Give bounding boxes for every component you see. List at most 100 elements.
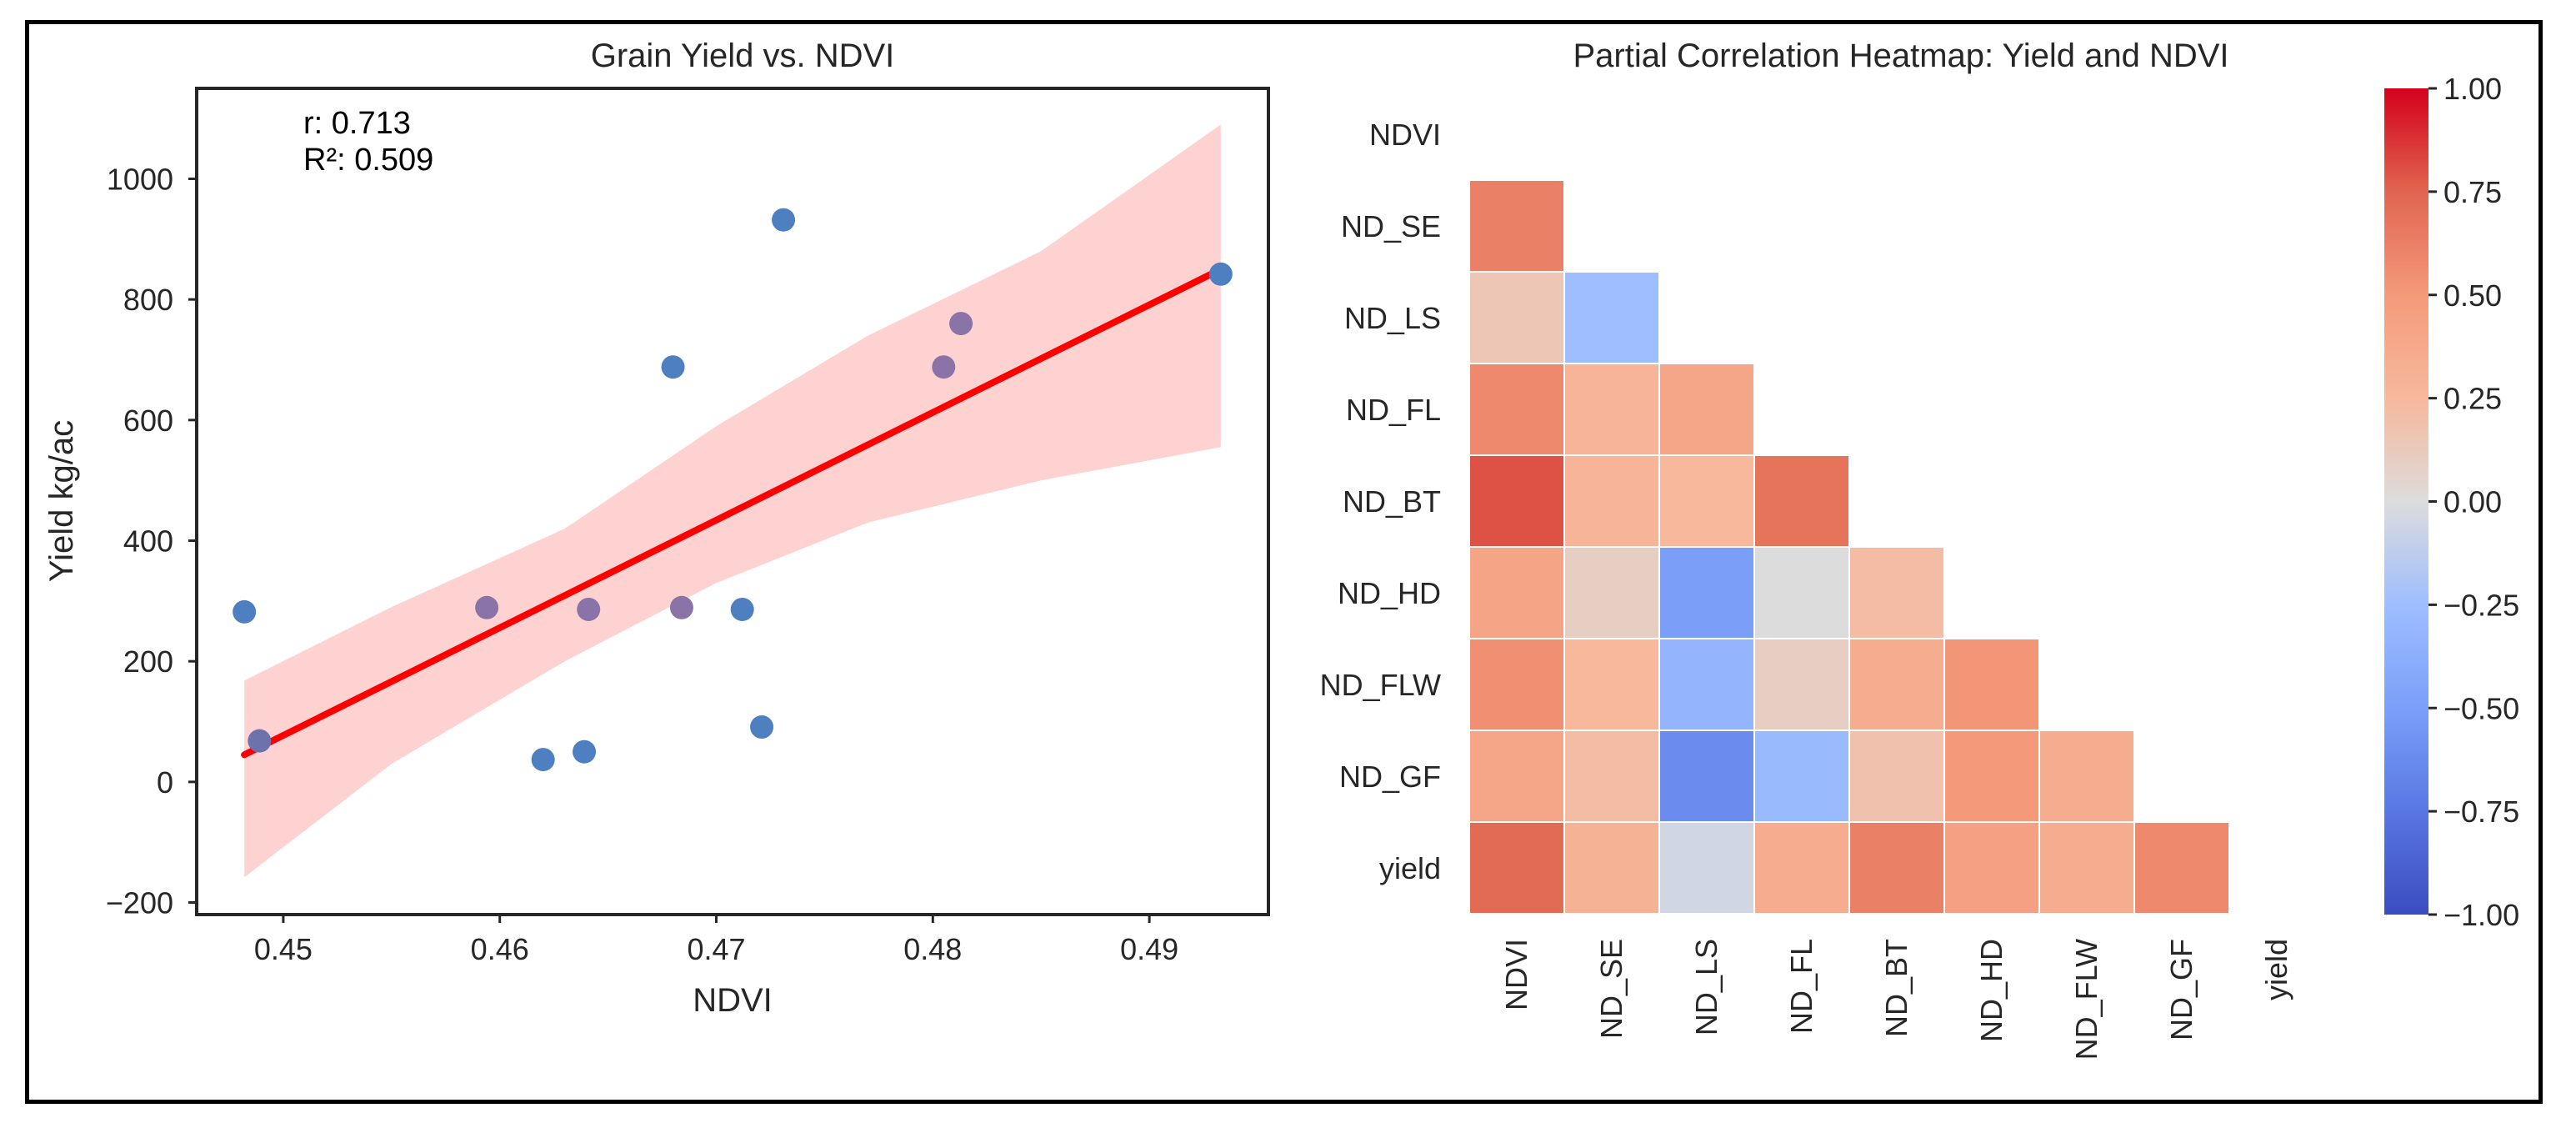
heatmap-cell	[1563, 729, 1660, 823]
heatmap-cell	[1848, 638, 1945, 731]
y-tick-label: 800	[123, 283, 173, 317]
heatmap-cell	[1468, 729, 1565, 823]
x-axis-ticks: 0.45 0.46 0.47 0.48 0.49	[254, 915, 1178, 966]
data-point	[932, 355, 956, 379]
colorbar-tick-label: −0.50	[2443, 691, 2519, 725]
scatter-title: Grain Yield vs. NDVI	[591, 38, 895, 74]
confidence-band	[244, 124, 1221, 878]
heatmap-cell	[1753, 638, 1850, 731]
heatmap-cell	[1753, 729, 1850, 823]
heatmap-row-label: ND_GF	[1339, 760, 1441, 794]
heatmap-row-label: NDVI	[1369, 118, 1441, 152]
figure-frame	[25, 20, 2543, 1104]
heatmap-cell	[1563, 821, 1660, 915]
data-point	[750, 715, 774, 739]
data-point	[949, 312, 973, 336]
heatmap-cell	[1468, 454, 1565, 548]
data-point	[772, 208, 796, 232]
colorbar-tick-label: 1.00	[2443, 72, 2502, 106]
x-axis-label: NDVI	[693, 982, 773, 1019]
colorbar-tick-label: 0.50	[2443, 278, 2502, 313]
heatmap-cell	[1468, 271, 1565, 364]
data-point	[1208, 262, 1233, 286]
heatmap-row-label: ND_BT	[1343, 484, 1441, 519]
heatmap-cell	[1563, 546, 1660, 639]
heatmap-row-label: yield	[1379, 851, 1441, 885]
regression-line	[241, 266, 1224, 759]
heatmap-cell	[1658, 821, 1755, 915]
heatmap-column-label: NDVI	[1499, 939, 1533, 1010]
heatmap-cell	[1468, 363, 1565, 456]
data-point	[531, 748, 555, 772]
heatmap-cell	[1468, 821, 1565, 915]
y-tick-label: −200	[106, 886, 173, 920]
scatter-chart: Grain Yield vs. NDVI 0.45 0.46 0.47 0.48 0.4…	[43, 38, 1270, 1019]
colorbar	[2384, 88, 2428, 915]
data-point	[661, 355, 685, 379]
heatmap-row-labels: NDVI ND_SE ND_LS ND_FL ND_BT ND_HD ND_FLW ND_GF…	[1320, 118, 1441, 885]
regression-line-segment	[241, 266, 1224, 759]
colorbar-tick-label: 0.75	[2443, 175, 2502, 209]
heatmap-cell	[1563, 454, 1660, 548]
scatter-points	[233, 208, 1233, 772]
colorbar-tick-label: 0.25	[2443, 382, 2502, 416]
heatmap-cell	[1753, 546, 1850, 639]
heatmap-cell	[1563, 638, 1660, 731]
heatmap-cell	[1563, 271, 1660, 364]
heatmap-column-label: ND_GF	[2164, 939, 2198, 1040]
colorbar-ticks: 1.00 0.75 0.50 0.25 0.00 −0.25 −0.50 −0.75 −1.00	[2428, 72, 2519, 932]
heatmap-row-label: ND_LS	[1344, 301, 1441, 335]
colorbar-tick-label: −1.00	[2443, 898, 2519, 932]
data-point	[248, 729, 272, 753]
heatmap-cell	[1753, 821, 1850, 915]
data-point	[577, 597, 601, 621]
heatmap-cell	[1848, 729, 1945, 823]
heatmap-cell	[1848, 546, 1945, 639]
x-tick-label: 0.46	[471, 932, 529, 966]
data-point	[669, 595, 693, 619]
data-point	[475, 595, 499, 619]
heatmap-cell	[1658, 638, 1755, 731]
heatmap-cell	[2038, 729, 2135, 823]
colorbar-tick-label: 0.00	[2443, 485, 2502, 519]
heatmap-row-label: ND_FL	[1346, 393, 1441, 427]
correlation-r-annotation: r: 0.713	[303, 106, 411, 141]
heatmap-column-label: yield	[2259, 939, 2293, 1000]
heatmap-cell	[1943, 638, 2040, 731]
heatmap-column-label: ND_FLW	[2069, 939, 2103, 1060]
heatmap-cell	[2133, 821, 2230, 915]
heatmap-cell	[1943, 729, 2040, 823]
heatmap-cell	[2038, 821, 2135, 915]
y-tick-label: 400	[123, 524, 173, 559]
data-point	[573, 739, 597, 764]
x-tick-label: 0.48	[903, 932, 962, 966]
heatmap-column-label: ND_LS	[1689, 939, 1723, 1035]
x-tick-label: 0.49	[1120, 932, 1178, 966]
scatter-axes-frame	[195, 87, 1270, 916]
y-tick-label: 1000	[107, 163, 173, 197]
heatmap-cell	[1753, 454, 1850, 548]
colorbar-tick-label: −0.25	[2443, 588, 2519, 622]
heatmap-chart: Partial Correlation Heatmap: Yield and N…	[1320, 38, 2519, 1060]
x-tick-label: 0.45	[254, 932, 313, 966]
heatmap-cell	[1468, 546, 1565, 639]
colorbar-tick-label: −0.75	[2443, 795, 2519, 829]
r-squared-annotation: R²: 0.509	[303, 143, 433, 178]
heatmap-column-label: ND_HD	[1974, 939, 2008, 1042]
heatmap-cells	[1468, 179, 2230, 915]
x-tick-label: 0.47	[687, 932, 745, 966]
heatmap-row-label: ND_SE	[1341, 209, 1441, 243]
heatmap-cell	[1468, 638, 1565, 731]
y-tick-label: 0	[157, 765, 173, 800]
heatmap-cell	[1468, 179, 1565, 273]
y-axis-ticks: −200 0 200 400 600 800 1000	[106, 163, 197, 920]
heatmap-cell	[1658, 454, 1755, 548]
heatmap-cell	[1563, 363, 1660, 456]
heatmap-cell	[1943, 821, 2040, 915]
y-axis-label: Yield kg/ac	[43, 420, 80, 582]
data-point	[730, 597, 754, 621]
heatmap-row-label: ND_HD	[1338, 576, 1441, 610]
heatmap-title: Partial Correlation Heatmap: Yield and N…	[1573, 38, 2228, 74]
heatmap-cell	[1658, 546, 1755, 639]
